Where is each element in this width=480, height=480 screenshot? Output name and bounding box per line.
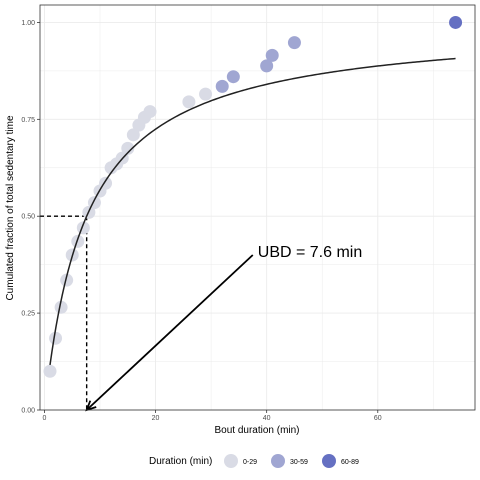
data-point — [182, 95, 196, 109]
legend: Duration (min) 0-29 30-59 60-89 — [149, 454, 359, 468]
x-tick-label: 60 — [374, 415, 382, 422]
data-points — [43, 15, 463, 378]
annotation-arrow — [86, 254, 254, 411]
data-point — [226, 70, 240, 84]
x-tick-label: 20 — [152, 415, 160, 422]
legend-key — [271, 454, 285, 468]
annotation-label: UBD = 7.6 min — [258, 244, 362, 261]
data-point — [265, 48, 279, 62]
panel-border — [39, 4, 476, 411]
data-point — [87, 196, 101, 210]
y-tick-label: 0.25 — [21, 311, 35, 318]
data-point — [121, 141, 135, 155]
data-point — [126, 128, 140, 142]
reference-lines — [40, 215, 88, 410]
data-point — [60, 273, 74, 287]
legend-label: 60-89 — [341, 459, 359, 466]
y-tick-label: 0.50 — [21, 214, 35, 221]
data-point — [71, 234, 85, 248]
y-axis-title: Cumulated fraction of total sedentary ti… — [5, 115, 16, 301]
data-point — [54, 300, 68, 314]
data-point — [43, 364, 57, 378]
x-tick-label: 40 — [263, 415, 271, 422]
legend-title: Duration (min) — [149, 456, 212, 467]
annotation: UBD = 7.6 min — [85, 244, 362, 412]
x-axis-title: Bout duration (min) — [214, 425, 299, 436]
data-point — [260, 59, 274, 73]
legend-label: 30-59 — [290, 459, 308, 466]
legend-label: 0-29 — [243, 459, 257, 466]
y-tick-label: 0.00 — [21, 408, 35, 415]
legend-key — [322, 454, 336, 468]
legend-key — [224, 454, 238, 468]
data-point — [49, 331, 63, 345]
y-tick-label: 1.00 — [21, 20, 35, 27]
data-point — [199, 87, 213, 101]
data-point — [287, 36, 301, 50]
y-axis: 0.00 0.25 0.50 0.75 1.00 — [21, 20, 40, 415]
y-tick-label: 0.75 — [21, 117, 35, 124]
fit-curve — [49, 57, 456, 366]
x-tick-label: 0 — [42, 415, 46, 422]
panel-background — [40, 5, 475, 410]
grid — [40, 5, 475, 411]
data-point — [215, 79, 229, 93]
data-point — [449, 15, 463, 29]
x-axis: 0 20 40 60 — [42, 410, 382, 422]
data-point — [143, 105, 157, 119]
